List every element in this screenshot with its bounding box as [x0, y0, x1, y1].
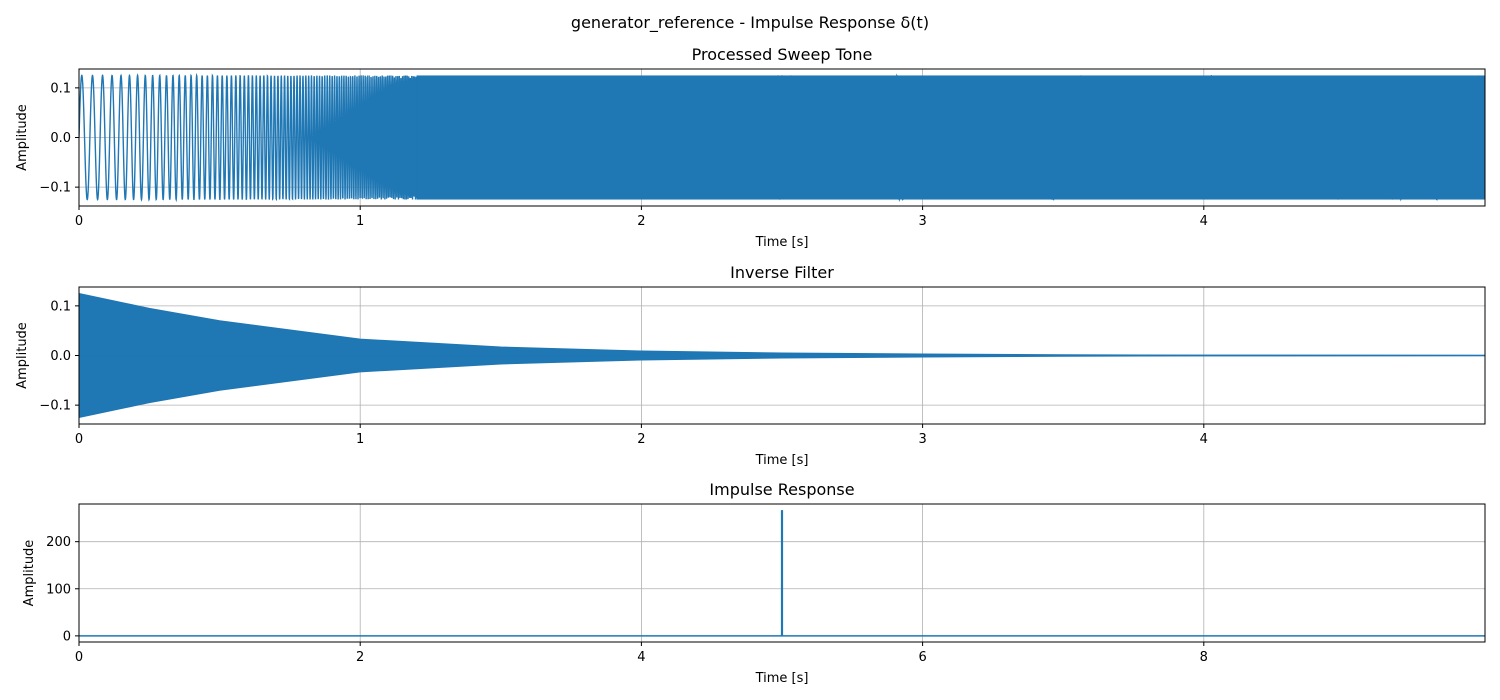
axes-title: Impulse Response: [709, 480, 854, 499]
y-axis-label: Amplitude: [22, 540, 37, 607]
x-tick-label: 3: [918, 214, 926, 229]
y-tick-label: −0.1: [39, 399, 71, 414]
x-tick-label: 8: [1200, 650, 1208, 665]
x-tick-label: 2: [356, 650, 364, 665]
y-tick-label: 0.0: [50, 131, 71, 146]
y-tick-label: 0: [63, 629, 71, 644]
x-tick-label: 4: [1200, 214, 1208, 229]
x-tick-label: 1: [356, 432, 364, 447]
x-tick-label: 0: [75, 214, 83, 229]
x-tick-label: 0: [75, 432, 83, 447]
x-tick-label: 2: [637, 214, 645, 229]
x-axis-label: Time [s]: [755, 235, 809, 250]
chart-panel-2: 0 1 2 3 4 0.1 0.0 −0.1 Inverse Filter Time [s] Amp…: [15, 263, 1486, 468]
axes-title: Inverse Filter: [730, 263, 834, 282]
y-tick-label: 200: [46, 535, 71, 550]
x-tick-label: 2: [637, 432, 645, 447]
x-tick-label: 3: [918, 432, 926, 447]
y-tick-label: −0.1: [39, 181, 71, 196]
chart-panel-3: 0 2 4 6 8 0 100 200 Impulse Response Time [s] Ampl…: [22, 480, 1486, 686]
data-layer: [79, 72, 1485, 203]
y-tick-label: 0.1: [50, 81, 71, 96]
x-tick-label: 0: [75, 650, 83, 665]
y-tick-label: 100: [46, 582, 71, 597]
sweep-dense-region: [416, 75, 1485, 200]
y-axis-label: Amplitude: [15, 322, 30, 389]
axes-title: Processed Sweep Tone: [692, 45, 873, 64]
x-axis-label: Time [s]: [755, 671, 809, 686]
x-axis-label: Time [s]: [755, 453, 809, 468]
chart-panel-1: 0 1 2 3 4 0.1 0.0 −0.1 Processed Sweep Tone Time …: [15, 45, 1486, 250]
y-axis-label: Amplitude: [15, 104, 30, 171]
data-layer: [79, 510, 1485, 637]
data-layer: [79, 292, 1485, 419]
x-tick-label: 4: [637, 650, 645, 665]
x-tick-label: 4: [1200, 432, 1208, 447]
y-tick-label: 0.1: [50, 299, 71, 314]
y-tick-label: 0.0: [50, 349, 71, 364]
x-tick-label: 1: [356, 214, 364, 229]
axes-frame: [78, 503, 1486, 643]
figure-suptitle: generator_reference - Impulse Response δ…: [571, 13, 929, 33]
x-tick-label: 6: [918, 650, 926, 665]
